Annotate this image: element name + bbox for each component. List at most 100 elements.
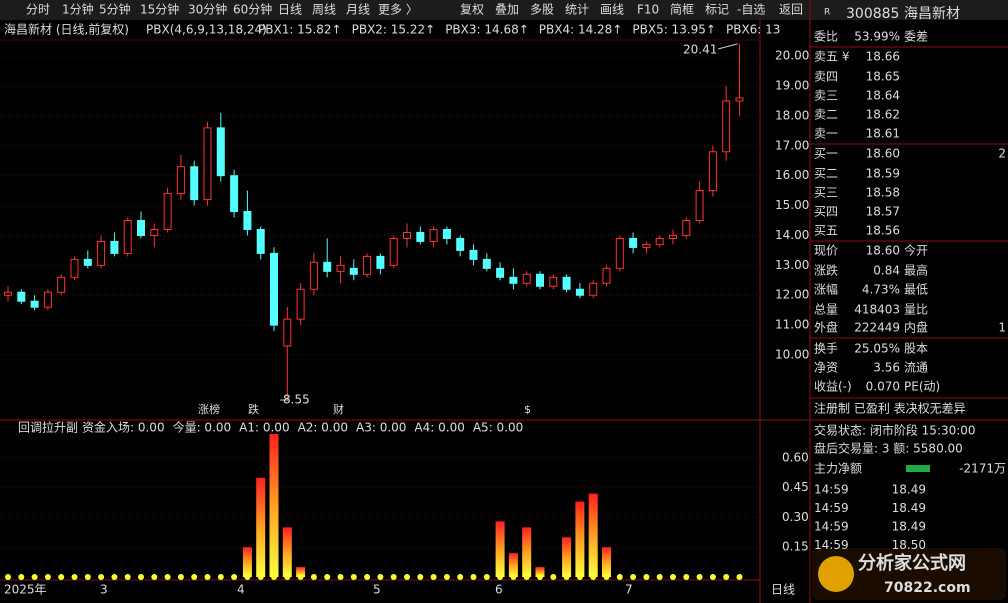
bar xyxy=(495,521,505,577)
candle-body xyxy=(735,97,744,102)
tab[interactable]: 更多 〉 xyxy=(378,3,418,17)
candle-body xyxy=(695,190,704,222)
tab[interactable]: 15分钟 xyxy=(140,2,179,17)
period-button[interactable]: 日线 xyxy=(771,583,795,597)
base-dot xyxy=(483,574,490,580)
quote-label: 卖四 xyxy=(814,70,838,84)
quote-extra: 1 xyxy=(998,321,1006,335)
base-dot xyxy=(683,574,690,580)
candle-body xyxy=(323,261,332,272)
candle-body xyxy=(110,240,119,254)
candle-body xyxy=(70,258,79,278)
indicator-name[interactable]: PBX(4,6,9,13,18,24) xyxy=(146,23,267,37)
tick-price: 18.49 xyxy=(892,520,926,534)
tool-button[interactable]: 返回 xyxy=(779,3,803,17)
event-marker[interactable]: 跌 xyxy=(248,402,259,416)
x-tick-label: 3 xyxy=(100,583,108,597)
base-dot xyxy=(151,574,158,580)
tool-button[interactable]: 统计 xyxy=(565,3,589,17)
quote-value: 0.84 xyxy=(873,264,900,278)
base-dot xyxy=(18,574,25,580)
tab[interactable]: 60分钟 xyxy=(233,2,272,17)
tab[interactable]: 5分钟 xyxy=(99,2,131,17)
candle-body xyxy=(469,249,478,260)
toolbar xyxy=(0,0,1008,20)
tool-button[interactable]: 多股 xyxy=(530,3,554,17)
base-dot xyxy=(563,574,570,580)
bar xyxy=(296,567,306,577)
tab[interactable]: 月线 xyxy=(346,3,370,17)
base-dot xyxy=(696,574,703,580)
y-tick-label: 17.00 xyxy=(775,138,809,152)
quote-label: 现价 xyxy=(814,244,838,258)
candle-body xyxy=(442,228,451,239)
quote-label: 收益(-) xyxy=(814,380,852,394)
x-tick-label: 7 xyxy=(625,583,633,597)
event-marker[interactable]: $ xyxy=(524,403,531,416)
tick-time: 14:59 xyxy=(814,501,849,515)
candle-body xyxy=(682,220,691,236)
candle-body xyxy=(629,237,638,248)
candle-body xyxy=(243,211,252,230)
tool-button[interactable]: 复权 xyxy=(460,3,484,17)
tool-button[interactable]: 画线 xyxy=(600,3,624,17)
main-flow-label: 主力净额 xyxy=(814,462,862,476)
y-tick-label: 13.00 xyxy=(775,258,809,272)
bar xyxy=(242,547,252,577)
candle-body xyxy=(283,318,292,347)
candle-body xyxy=(163,193,172,230)
tool-button[interactable]: 叠加 xyxy=(495,3,519,17)
base-dot xyxy=(350,574,357,580)
candle-body xyxy=(655,237,664,245)
sub-title[interactable]: 回调拉升副 xyxy=(18,420,78,435)
candle-body xyxy=(97,240,106,266)
candle-body xyxy=(615,237,624,269)
candle-body xyxy=(416,231,425,242)
quote-label: 股本 xyxy=(904,342,928,356)
candle-body xyxy=(336,264,345,272)
y-tick-label: 16.00 xyxy=(775,168,809,182)
quote-value: 25.05% xyxy=(854,342,900,356)
tags: 注册制 已盈利 表决权无差异 xyxy=(814,401,966,416)
bar xyxy=(508,553,518,577)
candle-body xyxy=(123,220,132,254)
quote-value: 3.56 xyxy=(873,361,900,375)
base-dot xyxy=(643,574,650,580)
y-tick-label: 20.00 xyxy=(775,49,809,63)
watermark-title: 分析家公式网 xyxy=(858,552,966,574)
chart-title: 海昌新材 (日线,前复权) xyxy=(4,22,129,37)
quote-label: 涨幅 xyxy=(814,282,838,297)
tab[interactable]: 日线 xyxy=(278,3,302,17)
base-dot xyxy=(537,574,543,580)
base-dot xyxy=(84,574,91,580)
x-tick-label: 6 xyxy=(495,583,503,597)
candle-body xyxy=(482,258,491,269)
y-tick-label: 19.00 xyxy=(775,79,809,93)
watermark-bg xyxy=(812,548,1006,600)
event-marker[interactable]: 涨榜 xyxy=(198,402,220,416)
quote-label: 总量 xyxy=(814,303,838,317)
tool-button[interactable]: 标记 xyxy=(705,3,729,17)
base-dot xyxy=(111,574,118,580)
trade-status: 交易状态: 闭市阶段 15:30:00 xyxy=(814,423,976,438)
y-tick-label: 0.60 xyxy=(782,450,809,464)
tab[interactable]: 分时 xyxy=(26,3,50,17)
candle-body xyxy=(522,273,531,284)
quote-label: 委比 xyxy=(814,30,838,44)
quote-extra: 2 xyxy=(998,147,1006,161)
legend-entry: PBX5: 13.95↑ xyxy=(632,23,716,37)
tool-button[interactable]: -自选 xyxy=(737,3,765,17)
tool-button[interactable]: 简框 xyxy=(670,3,694,17)
tab[interactable]: 30分钟 xyxy=(188,2,227,17)
candle-body xyxy=(216,127,225,177)
base-dot xyxy=(709,574,716,580)
tab[interactable]: 周线 xyxy=(312,3,336,17)
event-marker[interactable]: 财 xyxy=(333,402,344,416)
base-dot xyxy=(324,574,331,580)
legend-entry: A3: 0.00 xyxy=(356,421,406,435)
tab[interactable]: 1分钟 xyxy=(62,2,94,17)
tool-button[interactable]: F10 xyxy=(637,3,659,17)
candle-body xyxy=(403,231,411,239)
candle-body xyxy=(549,276,558,287)
x-tick-label: 5 xyxy=(373,583,381,597)
